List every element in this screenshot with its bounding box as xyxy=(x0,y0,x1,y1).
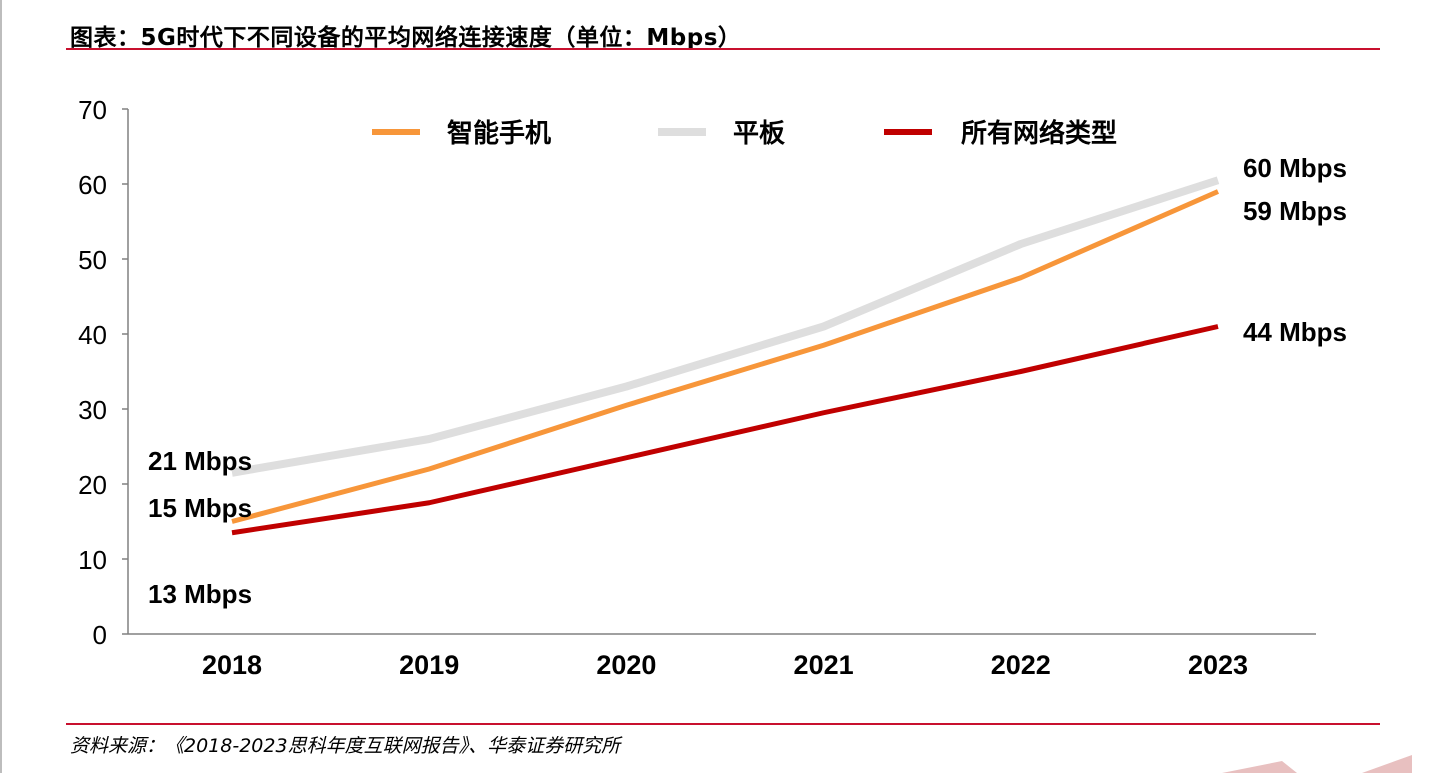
y-tick-label: 20 xyxy=(78,470,107,500)
x-tick-label: 2018 xyxy=(202,650,262,680)
chart-title: 图表：5G时代下不同设备的平均网络连接速度（单位：Mbps） xyxy=(70,25,742,51)
source-note: 资料来源：《2018-2023思科年度互联网报告》、华泰证券研究所 xyxy=(70,735,621,757)
legend-label: 平板 xyxy=(733,118,785,148)
source-rule xyxy=(66,723,1380,725)
legend-label: 所有网络类型 xyxy=(961,118,1117,148)
series-line-tablet xyxy=(231,176,1220,477)
page-edge xyxy=(0,0,2,773)
data-label: 60 Mbps xyxy=(1243,153,1347,183)
x-tick-label: 2021 xyxy=(794,650,854,680)
data-label: 59 Mbps xyxy=(1243,196,1347,226)
data-label: 44 Mbps xyxy=(1243,317,1347,347)
data-label: 13 Mbps xyxy=(148,579,252,609)
y-tick-label: 70 xyxy=(78,95,107,125)
y-tick-label: 30 xyxy=(78,395,107,425)
x-tick-label: 2023 xyxy=(1188,650,1248,680)
x-tick-label: 2022 xyxy=(991,650,1051,680)
x-tick-label: 2019 xyxy=(399,650,459,680)
series-line-smartphone xyxy=(231,189,1220,524)
y-tick-label: 60 xyxy=(78,170,107,200)
y-tick-label: 50 xyxy=(78,245,107,275)
data-label: 15 Mbps xyxy=(148,493,252,523)
data-label: 21 Mbps xyxy=(148,446,252,476)
y-tick-label: 0 xyxy=(93,620,107,650)
y-tick-label: 40 xyxy=(78,320,107,350)
x-tick-label: 2020 xyxy=(596,650,656,680)
y-tick-label: 10 xyxy=(78,545,107,575)
title-rule xyxy=(66,48,1380,50)
watermark-fragment xyxy=(1222,755,1412,773)
series-line-all-networks xyxy=(231,324,1219,536)
legend-label: 智能手机 xyxy=(447,118,551,148)
